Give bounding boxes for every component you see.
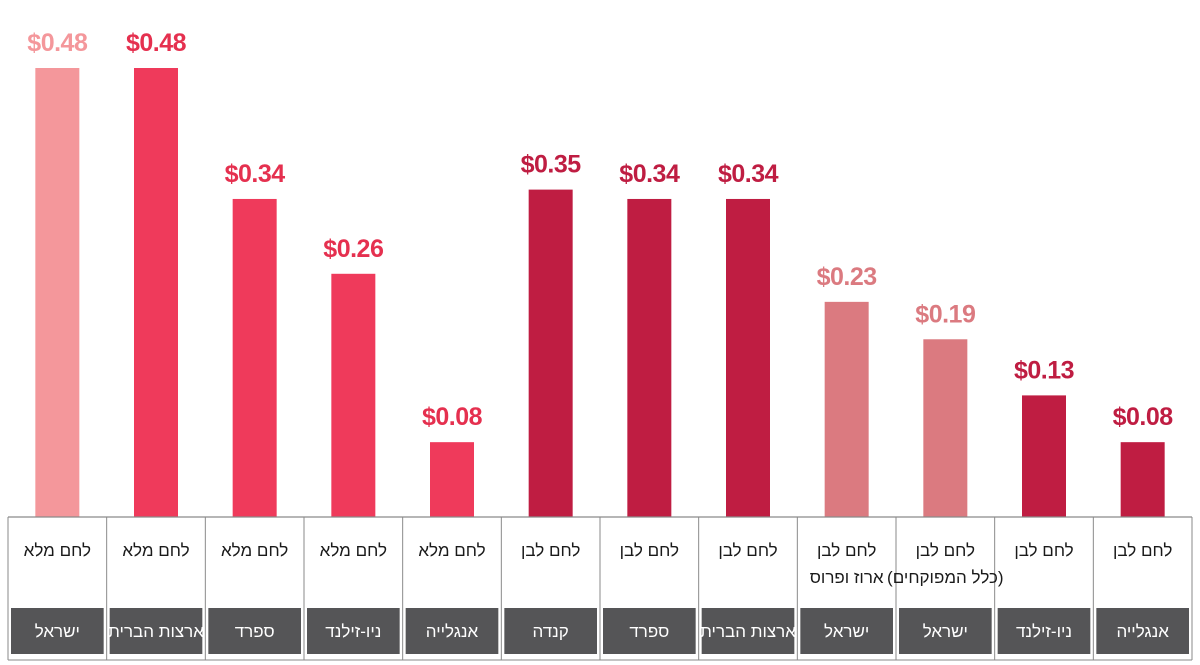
product-label: לחם מלא bbox=[122, 541, 189, 560]
value-label: $0.26 bbox=[323, 235, 383, 263]
country-label: ישראל bbox=[824, 622, 869, 641]
product-label: לחם לבן bbox=[718, 541, 777, 560]
bar bbox=[331, 273, 376, 517]
country-label: אנגלייה bbox=[1116, 622, 1169, 641]
country-label: ניו-זילנד bbox=[325, 622, 381, 641]
country-label: ניו-זילנד bbox=[1016, 622, 1072, 641]
product-label: לחם לבן bbox=[1014, 541, 1073, 560]
value-label: $0.08 bbox=[422, 403, 483, 431]
bar bbox=[430, 442, 474, 517]
category-table: לחם מלא ישראל לחם מלא ארצות הברית לחם מלא ספר… bbox=[7, 516, 1193, 661]
bar bbox=[232, 198, 277, 518]
country-box bbox=[504, 608, 597, 654]
bar bbox=[726, 198, 770, 518]
country-box bbox=[109, 608, 203, 654]
value-label: $0.08 bbox=[1113, 403, 1174, 431]
value-labels-group: $0.48 $0.48 $0.34 $0.26 $0.08 $0.35 $0.34 $0.34… bbox=[27, 29, 1173, 431]
product-label: לחם מלא bbox=[418, 541, 485, 560]
country-label: ישראל bbox=[923, 622, 968, 641]
bar bbox=[824, 301, 869, 517]
product-label: לחם לבן bbox=[916, 541, 975, 560]
country-label: ארצות הברית bbox=[700, 622, 796, 641]
product-label: לחם מלא bbox=[320, 541, 387, 560]
product-label: לחם לבן bbox=[1113, 541, 1172, 560]
country-label: קנדה bbox=[532, 622, 568, 641]
value-label: $0.23 bbox=[817, 263, 877, 291]
bar bbox=[923, 339, 968, 517]
bar bbox=[134, 68, 178, 517]
country-box bbox=[208, 608, 301, 654]
country-box bbox=[405, 608, 499, 654]
country-box bbox=[1096, 608, 1189, 654]
value-label: $0.48 bbox=[126, 29, 187, 57]
bar bbox=[1120, 442, 1165, 517]
product-label: לחם לבן bbox=[817, 541, 876, 560]
country-label: ארצות הברית bbox=[108, 622, 204, 641]
bar bbox=[1022, 395, 1066, 517]
product-sublabel: ארוז ופרוס bbox=[810, 568, 884, 587]
value-label: $0.48 bbox=[27, 29, 88, 57]
bar bbox=[627, 198, 672, 518]
value-label: $0.34 bbox=[225, 160, 286, 188]
value-label: $0.13 bbox=[1014, 356, 1074, 384]
country-box bbox=[307, 608, 400, 654]
bar bbox=[35, 68, 80, 517]
value-label: $0.35 bbox=[521, 151, 582, 179]
bar bbox=[528, 189, 573, 517]
country-box bbox=[701, 608, 795, 654]
product-label: לחם מלא bbox=[24, 541, 91, 560]
country-box bbox=[603, 608, 696, 654]
country-box bbox=[800, 608, 893, 654]
country-box bbox=[997, 608, 1091, 654]
product-label: לחם לבן bbox=[521, 541, 580, 560]
product-sublabel: (כלל המפוקחים) bbox=[887, 568, 1004, 587]
country-label: ספרד bbox=[629, 622, 669, 641]
bars-group bbox=[35, 68, 1165, 518]
value-label: $0.34 bbox=[619, 160, 680, 188]
product-label: לחם מלא bbox=[221, 541, 288, 560]
country-label: אנגלייה bbox=[426, 622, 479, 641]
country-label: ספרד bbox=[235, 622, 275, 641]
country-box bbox=[899, 608, 992, 654]
product-label: לחם לבן bbox=[620, 541, 679, 560]
country-label: ישראל bbox=[35, 622, 80, 641]
country-box bbox=[11, 608, 104, 654]
value-label: $0.34 bbox=[718, 160, 779, 188]
value-label: $0.19 bbox=[915, 300, 975, 328]
